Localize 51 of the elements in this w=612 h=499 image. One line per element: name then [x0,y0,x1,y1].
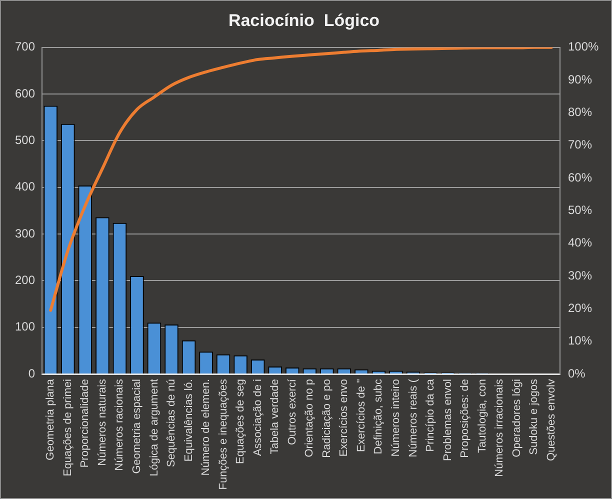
y-tick-label: 700 [14,40,36,54]
x-tick-label: Tautologia, con [476,379,488,453]
x-tick-label: Números racionais [114,378,126,471]
x-tick-label: Exercícios envo [338,379,350,457]
x-tick-label: Equivalências ló. [182,379,195,462]
y-tick-label: 100 [14,320,36,334]
x-tick-label: Orientação no p [304,379,316,458]
y-tick-label: 300 [14,226,36,240]
x-tick-label: Geometria plana [44,378,57,460]
y-tick-label: 400 [14,180,36,194]
y-tick-label: 200 [14,273,36,287]
x-tick-label: Funções e inequações [217,378,230,490]
x-tick-label: Proporcionalidade [79,379,92,468]
x-tick-label: Operadores lógi [510,379,523,458]
y-tick-label: 0 [28,366,36,380]
x-tick-label: Tabela verdade [269,379,282,454]
y2-tick-label: 70% [568,138,592,152]
line-series [49,47,553,312]
y2-tick-label: 90% [568,72,592,86]
y-tick-label: 600 [14,86,36,100]
y2-tick-label: 80% [568,105,592,120]
x-tick-label: Sequências de nú [166,379,178,468]
x-tick-label: Equações de primei [62,379,74,476]
y2-tick-label: 10% [568,334,592,348]
y2-tick-label: 20% [568,300,592,315]
y-tick-label: 500 [14,133,36,148]
x-tick-label: Radiciação e po [320,379,333,458]
x-tick-label: Número de elemen. [200,379,212,476]
y2-tick-label: 0% [568,366,586,380]
x-tick-label: Princípio da ca [424,378,437,452]
x-tick-label: Proposições: de [459,379,472,458]
x-tick-label: Equações de seg [234,379,247,464]
chart-title: Raciocínio Lógico [228,10,380,30]
x-tick-label: Sudoku e jogos [528,378,540,455]
y2-tick-label: 50% [568,203,592,218]
x-tick-label: Números irracionais [494,378,506,477]
y2-tick-label: 100% [568,40,600,54]
x-tick-label: Números inteiro [390,379,402,457]
x-tick-label: Outros exercí [286,378,298,446]
x-tick-label: Geometria espacial [131,379,143,474]
x-tick-label: Exercícios de " [355,378,368,452]
y2-tick-label: 40% [568,236,592,250]
x-tick-label: Números naturais [96,378,108,466]
x-tick-label: Questões envolv [545,378,558,461]
x-tick-label: Definição, subc [372,378,385,454]
y2-tick-label: 30% [568,268,592,282]
x-tick-label: Problemas envol [442,379,454,461]
x-tick-label: Lógica de argument [148,379,160,476]
x-tick-label: Números reais ( [407,378,420,458]
x-tick-label: Associação de i [252,379,264,456]
y2-tick-label: 60% [568,170,592,184]
